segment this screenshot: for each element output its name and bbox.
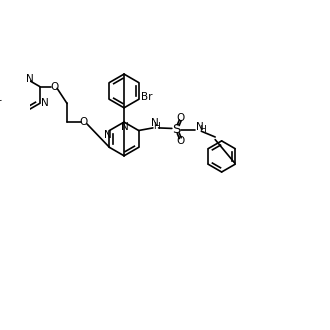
Text: N: N [196,122,204,132]
Text: N: N [151,118,159,128]
Text: Br: Br [141,92,153,102]
Text: N: N [104,130,112,140]
Text: N: N [26,74,34,84]
Text: Br: Br [0,98,1,108]
Text: H: H [153,122,160,131]
Text: N: N [121,122,129,132]
Text: H: H [200,125,206,135]
Text: O: O [176,136,184,146]
Text: N: N [41,98,48,108]
Text: O: O [50,82,58,91]
Text: S: S [172,123,181,136]
Text: O: O [176,113,184,122]
Text: O: O [80,117,88,127]
